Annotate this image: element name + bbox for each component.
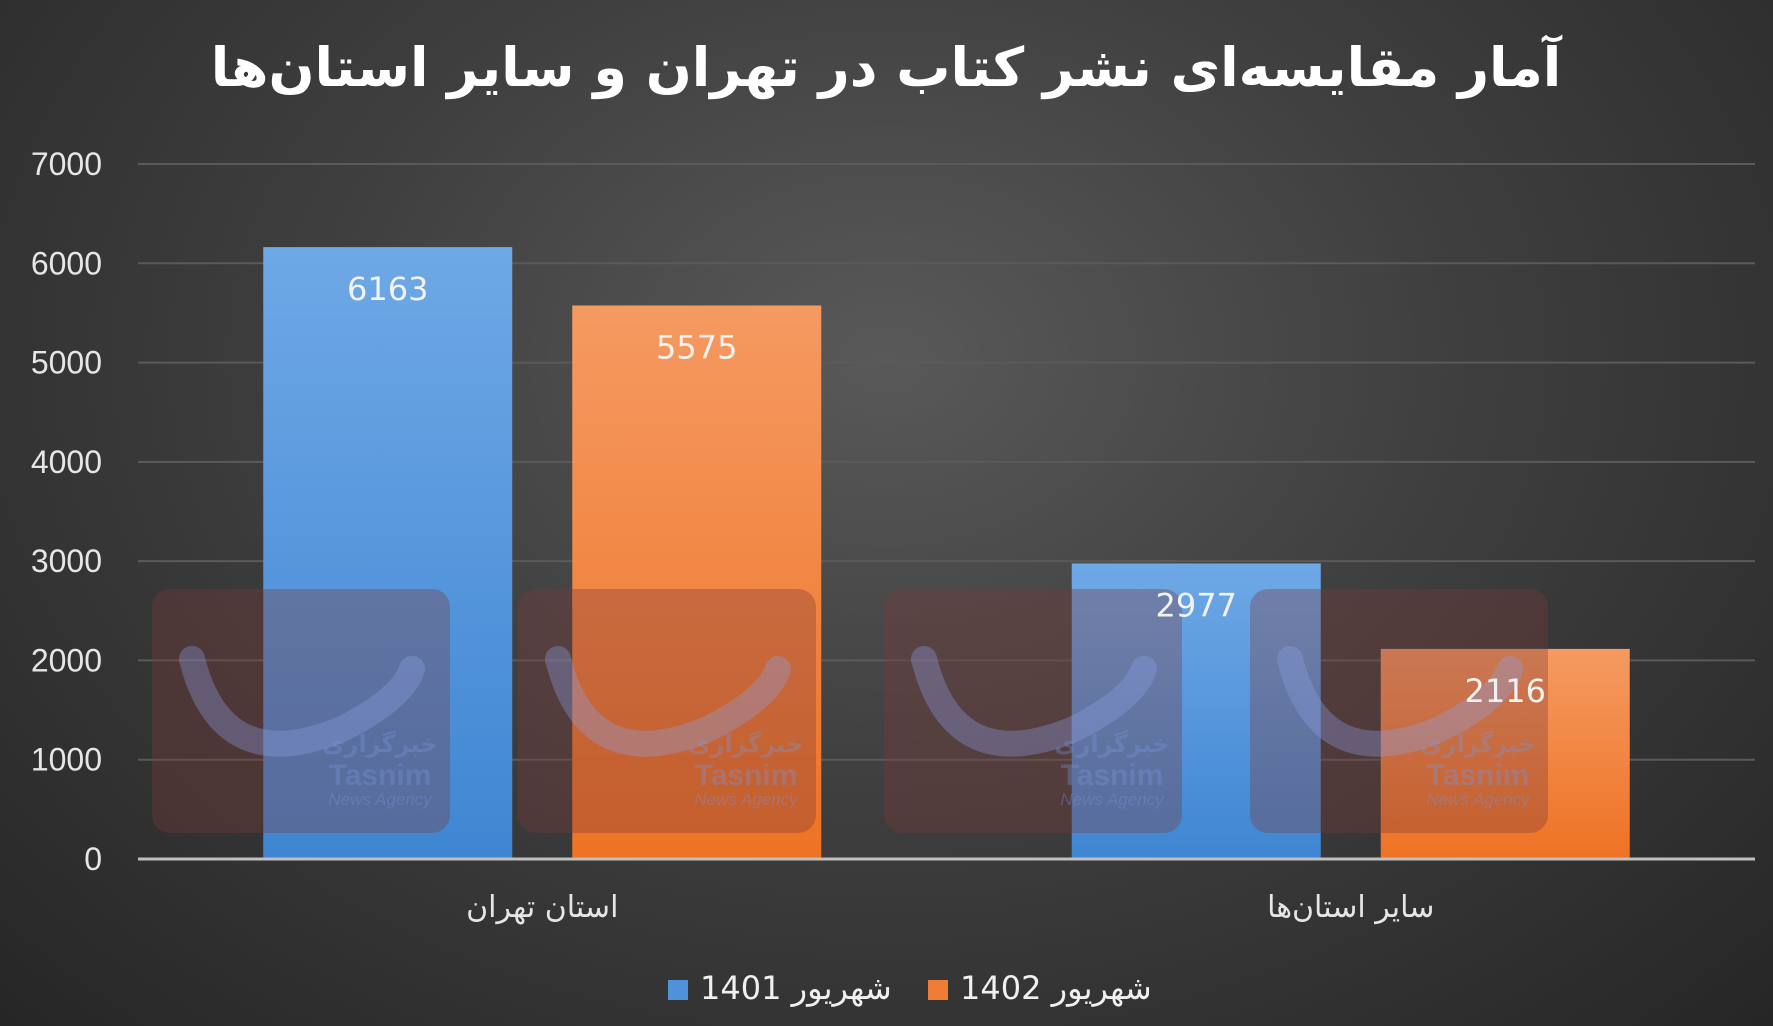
watermark-subtitle: News Agency xyxy=(1426,790,1531,809)
y-tick-label: 2000 xyxy=(31,642,102,678)
watermark-label-fa: خبرگزاری xyxy=(1055,730,1170,758)
watermark-tile xyxy=(152,589,450,833)
watermark-brand: Tasnim xyxy=(1427,759,1530,792)
legend-swatch xyxy=(668,980,688,1000)
bar-value-label: 6163 xyxy=(347,270,428,308)
x-category-label: سایر استان‌ها xyxy=(1267,890,1434,925)
legend: شهریور 1401 شهریور 1402 xyxy=(668,969,1152,1007)
y-tick-label: 4000 xyxy=(31,444,102,480)
watermark-brand: Tasnim xyxy=(1061,759,1164,792)
y-tick-label: 7000 xyxy=(31,146,102,182)
watermark-subtitle: News Agency xyxy=(328,790,433,809)
watermark-logo-icon xyxy=(545,646,791,757)
watermark-tile xyxy=(1250,589,1548,833)
legend-label: شهریور 1402 xyxy=(960,969,1152,1007)
legend-swatch xyxy=(928,980,948,1000)
data-labels: 6163 5575 2977 2116 xyxy=(347,270,1546,710)
watermark-logo-icon xyxy=(911,646,1157,757)
watermark-label-fa: خبرگزاری xyxy=(1421,730,1536,758)
watermark-tile xyxy=(518,589,816,833)
watermark-logo-icon xyxy=(1277,646,1523,757)
bar-value-label: 5575 xyxy=(656,328,737,366)
y-tick-label: 5000 xyxy=(31,345,102,381)
watermark-subtitle: News Agency xyxy=(694,790,799,809)
bar-series-2 xyxy=(1380,648,1630,859)
x-category-label: استان تهران xyxy=(466,890,618,925)
watermark-logo-icon xyxy=(179,646,425,757)
bar-value-label: 2116 xyxy=(1465,672,1546,710)
bar-series-1 xyxy=(1071,563,1321,859)
watermark-label-fa: خبرگزاری xyxy=(689,730,804,758)
watermark-brand: Tasnim xyxy=(695,759,798,792)
watermark-brand: Tasnim xyxy=(329,759,432,792)
chart-title: آمار مقایسه‌ای نشر کتاب در تهران و سایر … xyxy=(211,34,1563,99)
y-tick-label: 6000 xyxy=(31,245,102,281)
watermark-subtitle: News Agency xyxy=(1060,790,1165,809)
y-axis-ticks: 0 1000 2000 3000 4000 5000 6000 7000 xyxy=(31,146,102,877)
bar-series-1 xyxy=(263,247,513,859)
y-tick-label: 1000 xyxy=(31,742,102,778)
bar-series-2 xyxy=(572,305,822,859)
bars xyxy=(263,247,1630,859)
watermark-tile xyxy=(884,589,1182,833)
bar-value-label: 2977 xyxy=(1156,586,1237,624)
y-tick-label: 0 xyxy=(84,841,102,877)
x-axis-categories: استان تهران سایر استان‌ها xyxy=(466,890,1434,925)
legend-label: شهریور 1401 xyxy=(700,969,892,1007)
y-tick-label: 3000 xyxy=(31,543,102,579)
watermark-label-fa: خبرگزاری xyxy=(323,730,438,758)
